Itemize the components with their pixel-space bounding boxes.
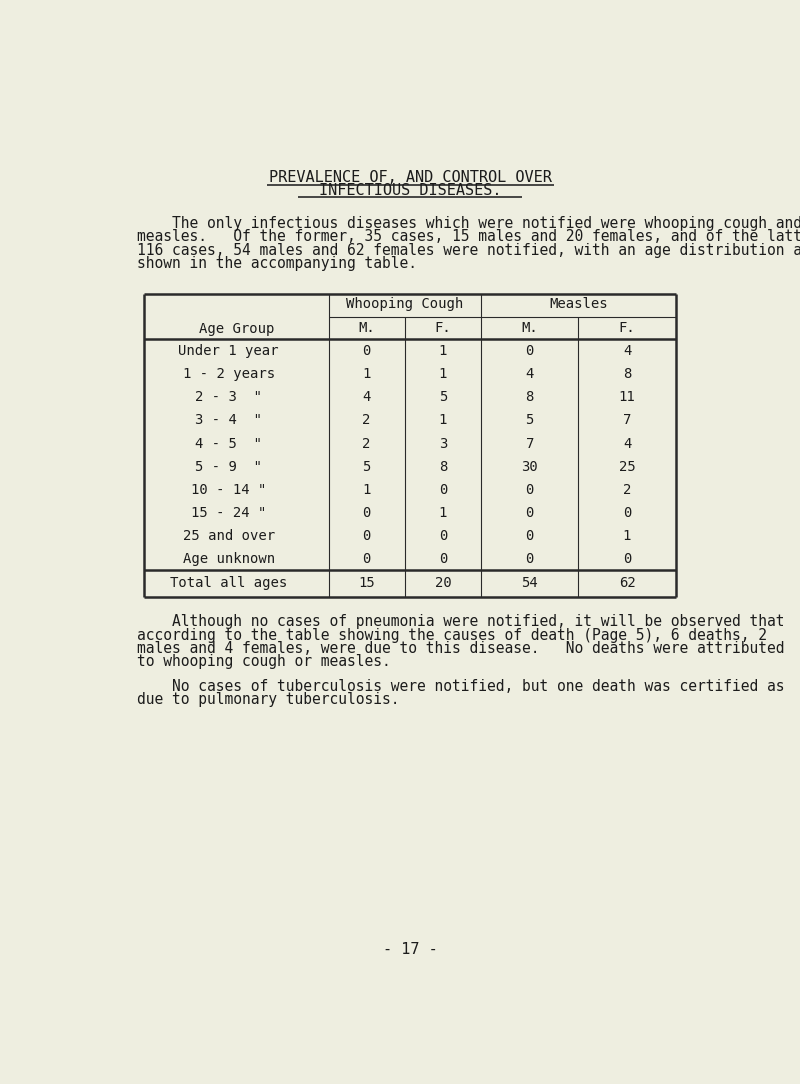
Text: No cases of tuberculosis were notified, but one death was certified as: No cases of tuberculosis were notified, … <box>138 679 785 694</box>
Text: 5: 5 <box>438 390 447 404</box>
Text: 1: 1 <box>438 506 447 520</box>
Text: 25 and over: 25 and over <box>182 529 274 543</box>
Text: 0: 0 <box>623 552 631 566</box>
Text: 20: 20 <box>434 576 451 590</box>
Text: 4: 4 <box>526 367 534 382</box>
Text: 30: 30 <box>522 460 538 474</box>
Text: 0: 0 <box>362 529 370 543</box>
Text: due to pulmonary tuberculosis.: due to pulmonary tuberculosis. <box>138 693 400 707</box>
Text: 0: 0 <box>526 344 534 358</box>
Text: 0: 0 <box>526 482 534 496</box>
Text: 5 - 9  ": 5 - 9 " <box>195 460 262 474</box>
Text: 3 - 4  ": 3 - 4 " <box>195 413 262 427</box>
Text: PREVALENCE OF, AND CONTROL OVER: PREVALENCE OF, AND CONTROL OVER <box>269 170 551 185</box>
Text: measles.   Of the former, 35 cases, 15 males and 20 females, and of the latter: measles. Of the former, 35 cases, 15 mal… <box>138 230 800 244</box>
Text: F.: F. <box>618 321 635 335</box>
Text: M.: M. <box>358 321 375 335</box>
Text: 8: 8 <box>623 367 631 382</box>
Text: Under 1 year: Under 1 year <box>178 344 279 358</box>
Text: 5: 5 <box>362 460 370 474</box>
Text: 1: 1 <box>438 344 447 358</box>
Text: according to the table showing the causes of death (Page 5), 6 deaths, 2: according to the table showing the cause… <box>138 628 767 643</box>
Text: Age unknown: Age unknown <box>182 552 274 566</box>
Text: 0: 0 <box>438 552 447 566</box>
Text: Total all ages: Total all ages <box>170 576 287 590</box>
Text: 10 - 14 ": 10 - 14 " <box>191 482 266 496</box>
Text: 1: 1 <box>438 413 447 427</box>
Text: 1: 1 <box>623 529 631 543</box>
Text: 0: 0 <box>362 552 370 566</box>
Text: 2 - 3  ": 2 - 3 " <box>195 390 262 404</box>
Text: 25: 25 <box>618 460 635 474</box>
Text: 1: 1 <box>438 367 447 382</box>
Text: males and 4 females, were due to this disease.   No deaths were attributed: males and 4 females, were due to this di… <box>138 641 785 656</box>
Text: F.: F. <box>434 321 451 335</box>
Text: 11: 11 <box>618 390 635 404</box>
Text: 0: 0 <box>362 344 370 358</box>
Text: 62: 62 <box>618 576 635 590</box>
Text: 1: 1 <box>362 482 370 496</box>
Text: Although no cases of pneumonia were notified, it will be observed that: Although no cases of pneumonia were noti… <box>138 615 785 630</box>
Text: 0: 0 <box>526 552 534 566</box>
Text: 2: 2 <box>362 413 370 427</box>
Text: Measles: Measles <box>550 297 608 311</box>
Text: 4: 4 <box>623 344 631 358</box>
Text: 2: 2 <box>623 482 631 496</box>
Text: 0: 0 <box>526 506 534 520</box>
Text: Whooping Cough: Whooping Cough <box>346 297 463 311</box>
Text: 8: 8 <box>438 460 447 474</box>
Text: 4: 4 <box>623 437 631 451</box>
Text: 0: 0 <box>438 482 447 496</box>
Text: - 17 -: - 17 - <box>382 942 438 957</box>
Text: 0: 0 <box>438 529 447 543</box>
Text: Age Group: Age Group <box>198 322 274 336</box>
Text: 0: 0 <box>362 506 370 520</box>
Text: 1: 1 <box>362 367 370 382</box>
Text: 8: 8 <box>526 390 534 404</box>
Text: 3: 3 <box>438 437 447 451</box>
Text: 2: 2 <box>362 437 370 451</box>
Text: 15: 15 <box>358 576 375 590</box>
Text: 7: 7 <box>623 413 631 427</box>
Text: M.: M. <box>522 321 538 335</box>
Text: 0: 0 <box>623 506 631 520</box>
Text: 116 cases, 54 males and 62 females were notified, with an age distribution as: 116 cases, 54 males and 62 females were … <box>138 243 800 258</box>
Text: 54: 54 <box>522 576 538 590</box>
Text: 4: 4 <box>362 390 370 404</box>
Text: 15 - 24 ": 15 - 24 " <box>191 506 266 520</box>
Text: 5: 5 <box>526 413 534 427</box>
Text: 1 - 2 years: 1 - 2 years <box>182 367 274 382</box>
Text: 0: 0 <box>526 529 534 543</box>
Text: INFECTIOUS DISEASES.: INFECTIOUS DISEASES. <box>318 183 502 197</box>
Text: to whooping cough or measles.: to whooping cough or measles. <box>138 654 391 669</box>
Text: 7: 7 <box>526 437 534 451</box>
Text: The only infectious diseases which were notified were whooping cough and: The only infectious diseases which were … <box>138 217 800 231</box>
Text: 4 - 5  ": 4 - 5 " <box>195 437 262 451</box>
Text: shown in the accompanying table.: shown in the accompanying table. <box>138 256 418 271</box>
